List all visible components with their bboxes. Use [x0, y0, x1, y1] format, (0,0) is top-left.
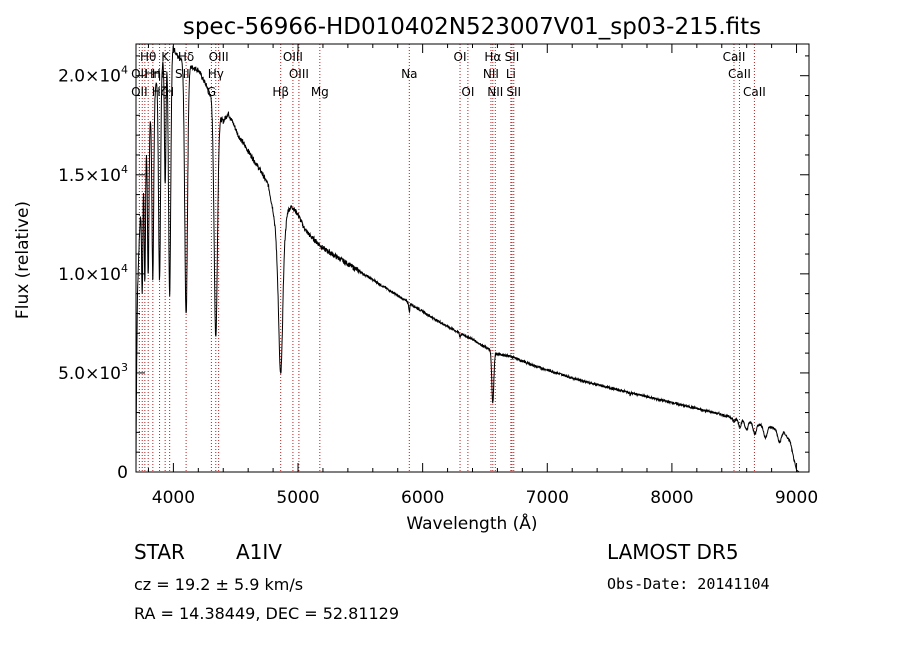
line-marker-lines [138, 44, 755, 472]
line-marker-label: G [207, 85, 216, 99]
line-marker-label: OI [454, 50, 467, 64]
y-axis: 0 5.0×103 1.0×104 1.5×104 2.0×104 [58, 55, 809, 483]
line-marker-label: Mg [311, 85, 329, 99]
line-marker-label: OII [131, 85, 148, 99]
line-marker-label: Hα [484, 50, 501, 64]
line-marker-label: CaII [743, 85, 766, 99]
redshift-velocity: cz = 19.2 ± 5.9 km/s [134, 575, 304, 594]
line-marker-label: Hβ [272, 85, 289, 99]
x-tick-label: 9000 [775, 488, 818, 508]
y-tick-label: 1.0×104 [58, 262, 128, 285]
coordinates: RA = 14.38449, DEC = 52.81129 [134, 604, 400, 623]
line-marker-label: NII [487, 85, 503, 99]
spectrum-line [135, 45, 801, 473]
object-class: STAR [134, 540, 185, 564]
line-marker-label: CaII [728, 67, 751, 81]
line-marker-label: CaII [723, 50, 746, 64]
line-marker-label: H [165, 85, 174, 99]
line-marker-label: Na [401, 67, 417, 81]
line-marker-label: SII [505, 50, 520, 64]
line-marker-label: Hη [145, 67, 162, 81]
chart-title: spec-56966-HD010402N523007V01_sp03-215.f… [183, 14, 761, 40]
x-tick-label: 5000 [276, 488, 319, 508]
line-marker-label: OI [461, 85, 474, 99]
plot-frame [135, 43, 810, 473]
object-subclass: A1IV [236, 540, 282, 564]
line-marker-label: Li [506, 67, 516, 81]
y-axis-label: Flux (relative) [13, 201, 33, 319]
line-marker-label: Hγ [208, 67, 224, 81]
x-axis-label: Wavelength (Å) [406, 512, 537, 534]
x-tick-label: 4000 [152, 488, 195, 508]
x-tick-label: 8000 [650, 488, 693, 508]
line-marker-label: OIII [209, 50, 229, 64]
line-marker-label: Hθ [140, 50, 156, 64]
line-marker-label: OIII [289, 67, 309, 81]
y-tick-label: 2.0×104 [58, 64, 128, 87]
observation-date: Obs-Date: 20141104 [607, 575, 770, 593]
line-marker-label: Hε [152, 67, 168, 81]
line-marker-label: NII [483, 67, 499, 81]
line-marker-label: SII [506, 85, 521, 99]
survey-name: LAMOST DR5 [607, 540, 739, 564]
x-axis: 4000 5000 6000 7000 8000 9000 [147, 44, 818, 508]
line-marker-label: K [161, 50, 170, 64]
line-marker-label: OIII [283, 50, 303, 64]
y-tick-label: 5.0×103 [58, 361, 128, 384]
x-tick-label: 6000 [401, 488, 444, 508]
x-tick-label: 7000 [526, 488, 569, 508]
y-tick-label: 0 [117, 463, 128, 483]
line-marker-label: OII [131, 67, 148, 81]
y-tick-label: 1.5×104 [58, 163, 128, 186]
